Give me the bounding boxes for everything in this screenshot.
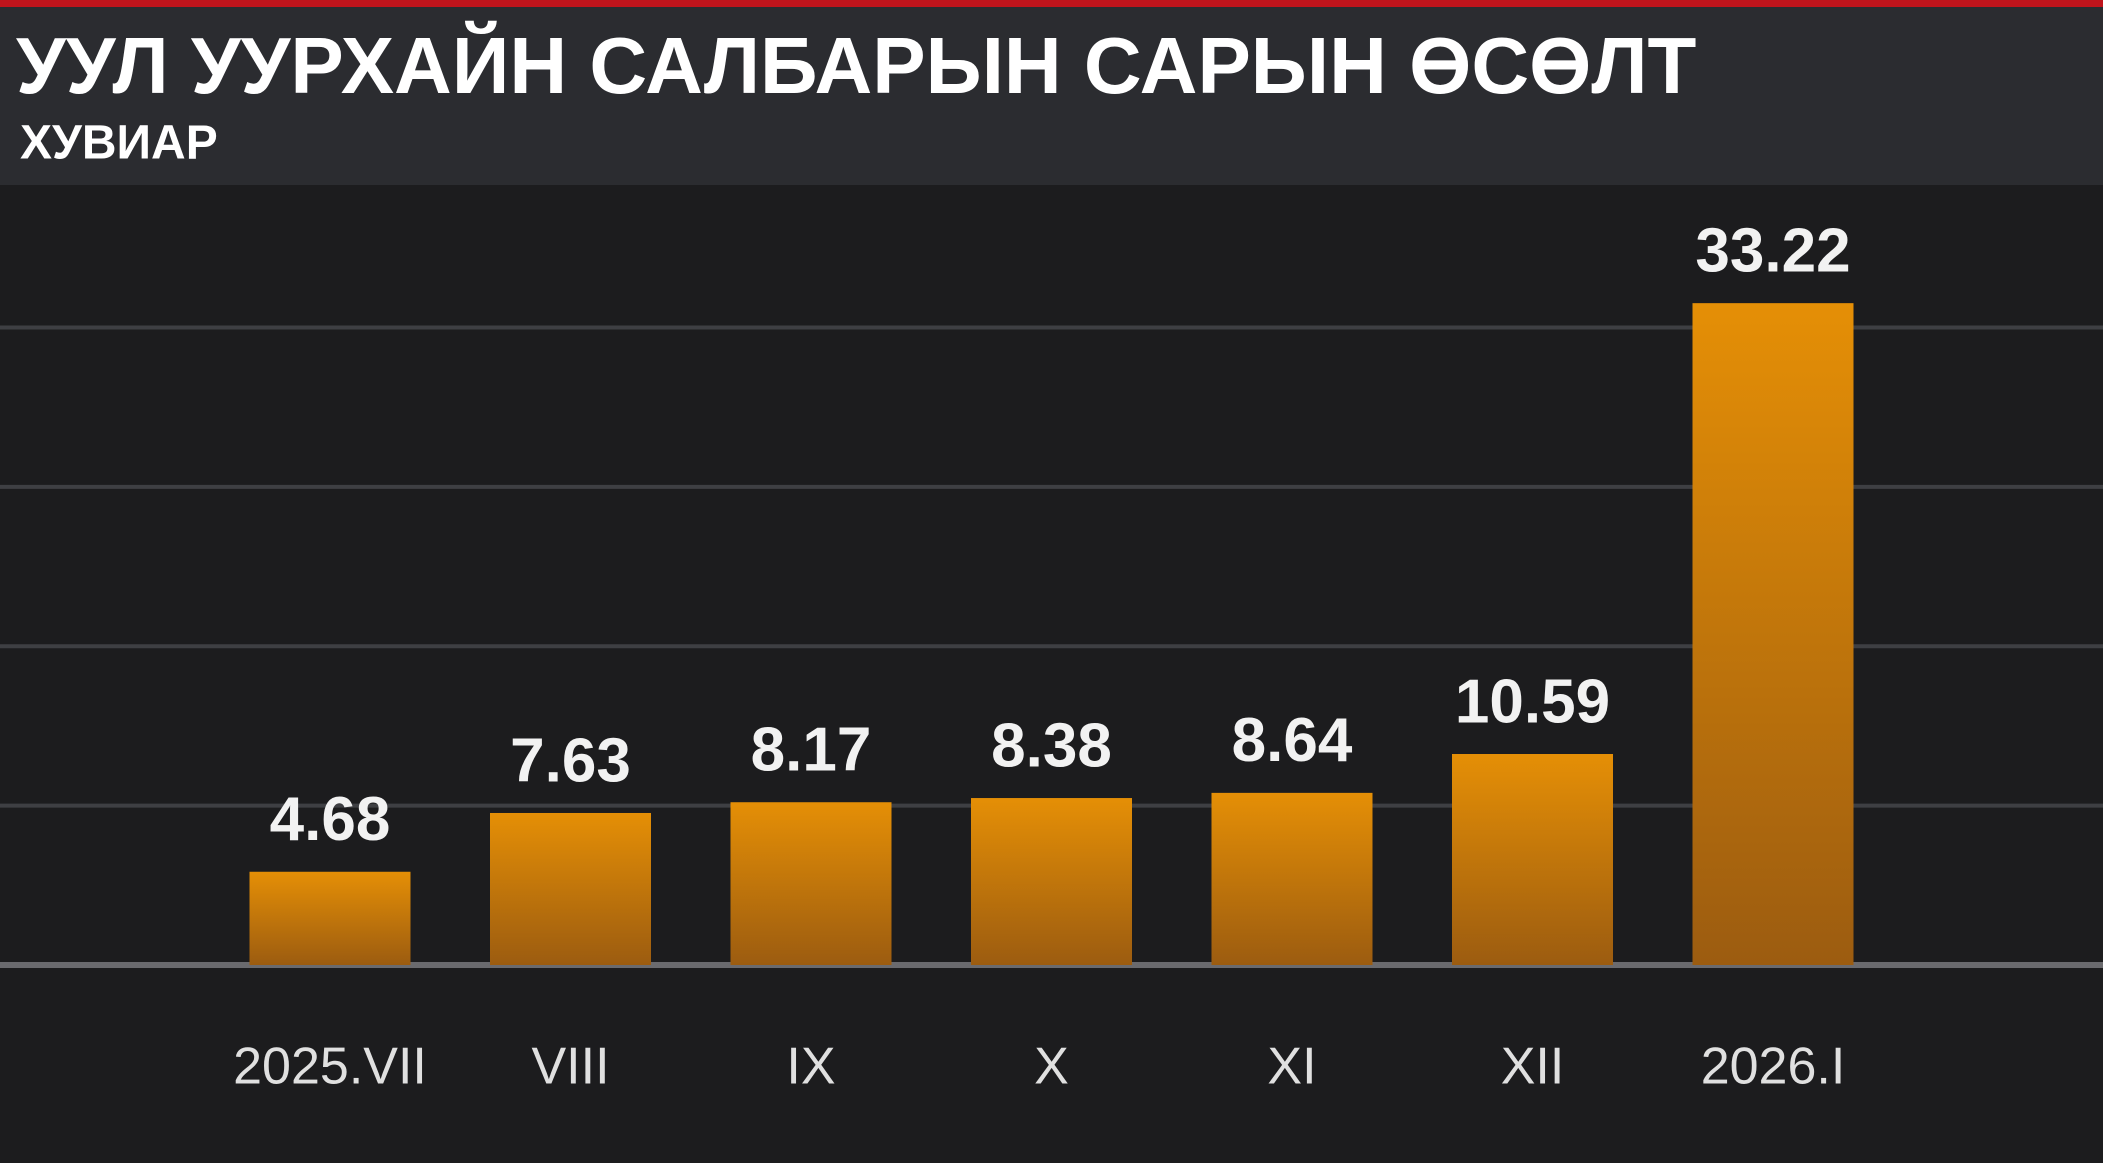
x-tick-label: IX: [786, 1038, 835, 1096]
x-tick-label: X: [1034, 1038, 1069, 1096]
x-tick-label: 2025.VII: [233, 1038, 427, 1096]
value-label: 8.64: [1232, 706, 1353, 775]
bar: [249, 871, 411, 965]
bar: [1452, 754, 1613, 965]
value-label: 7.63: [510, 726, 631, 795]
value-label: 8.17: [751, 716, 872, 785]
chart-subtitle: ХУВИАР: [20, 117, 218, 170]
value-label: 8.38: [991, 711, 1112, 780]
bar: [1211, 792, 1373, 965]
header-band: [0, 0, 2103, 185]
x-tick-label: VIII: [531, 1038, 609, 1096]
chart-title: УУЛ УУРХАЙН САЛБАРЫН САРЫН ӨСӨЛТ: [16, 20, 1696, 110]
x-tick-label: XI: [1267, 1038, 1316, 1096]
x-tick-label: 2026.I: [1701, 1038, 1846, 1096]
bar: [1692, 303, 1854, 965]
value-label: 10.59: [1455, 667, 1610, 736]
bar: [971, 798, 1132, 965]
value-label: 33.22: [1695, 217, 1850, 286]
x-tick-label: XII: [1501, 1038, 1565, 1096]
value-label: 4.68: [270, 785, 391, 854]
bar: [730, 802, 892, 965]
bar: [490, 812, 651, 965]
header-accent: [0, 0, 2103, 7]
